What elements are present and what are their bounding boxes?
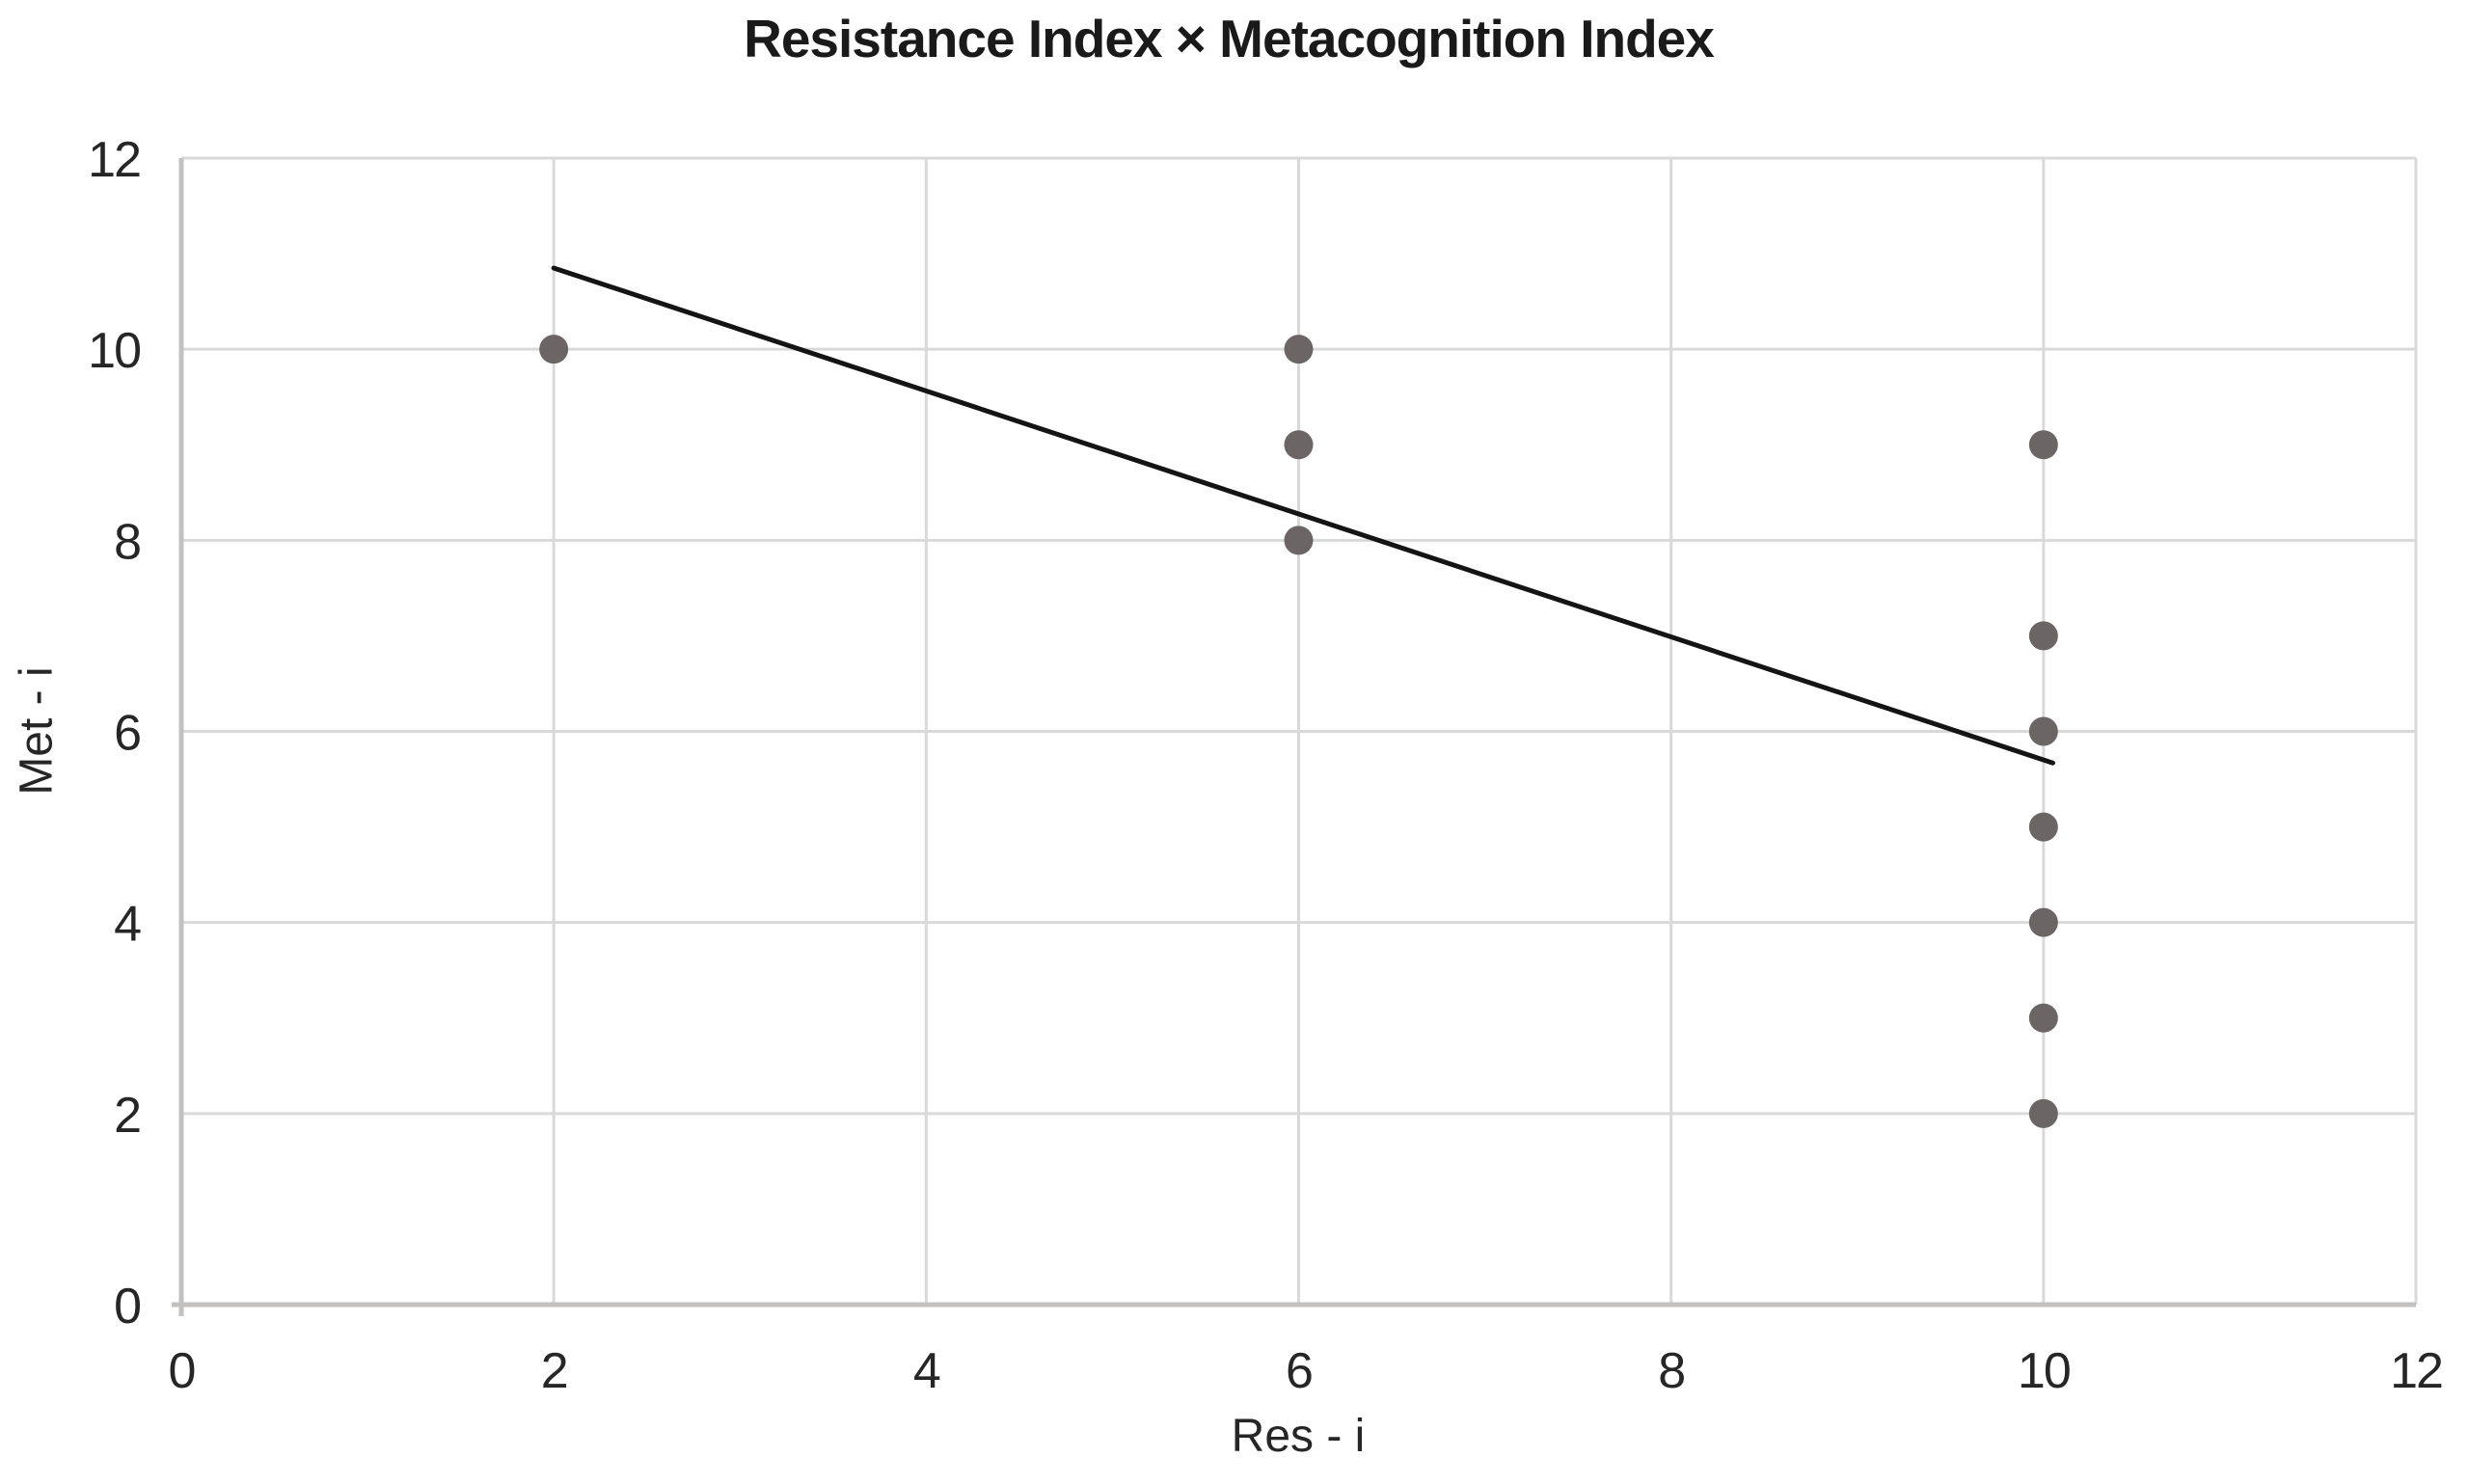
- y-tick-label: 6: [114, 706, 140, 762]
- chart-title: Resistance Index × Metacognition Index: [744, 9, 1715, 68]
- y-tick-label: 2: [114, 1088, 140, 1144]
- x-tick-label: 8: [1658, 1343, 1684, 1399]
- data-point: [1284, 430, 1314, 460]
- data-point: [1284, 526, 1314, 555]
- y-tick-label: 8: [114, 514, 140, 570]
- x-tick-label: 12: [2390, 1343, 2442, 1399]
- x-tick-label: 4: [913, 1343, 940, 1399]
- x-tick-label: 2: [541, 1343, 567, 1399]
- data-point: [2028, 1003, 2058, 1033]
- y-tick-label: 12: [88, 132, 140, 188]
- x-tick-label: 0: [169, 1343, 195, 1399]
- x-axis-title: Res - i: [1231, 1411, 1366, 1462]
- x-tick-label: 6: [1286, 1343, 1312, 1399]
- data-point: [1284, 335, 1314, 364]
- data-point: [539, 335, 569, 364]
- data-point: [2028, 1098, 2058, 1128]
- data-point: [2028, 716, 2058, 746]
- x-tick-label: 10: [2018, 1343, 2070, 1399]
- y-tick-label: 4: [114, 897, 141, 953]
- data-point: [2028, 621, 2058, 651]
- y-tick-label: 0: [114, 1279, 140, 1335]
- data-point: [2028, 907, 2058, 937]
- trendline: [551, 265, 2055, 766]
- data-point: [2028, 430, 2058, 460]
- data-point: [2028, 812, 2058, 842]
- y-tick-label: 10: [88, 323, 140, 379]
